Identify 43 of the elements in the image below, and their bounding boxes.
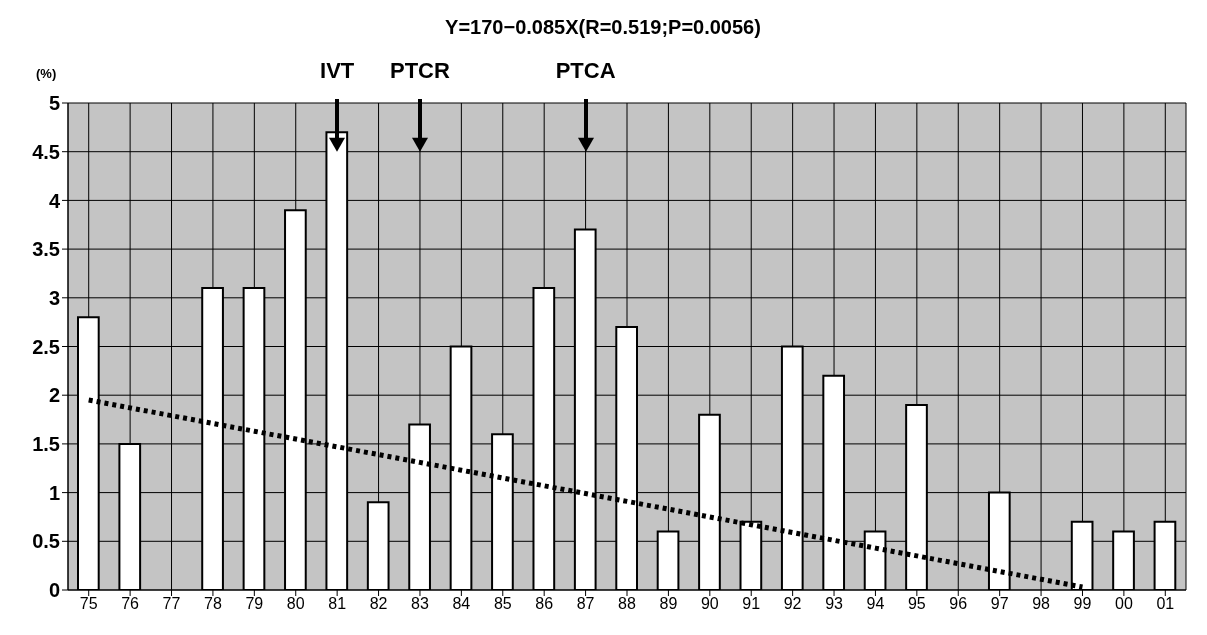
x-tick-label: 96 (949, 595, 968, 613)
x-tick-label: 79 (245, 595, 264, 613)
chart-title: Y=170−0.085X(R=0.519;P=0.0056) (444, 16, 762, 39)
x-tick-label: 95 (907, 595, 926, 613)
x-tick-label: 94 (866, 595, 885, 613)
y-tick-label: 5 (48, 92, 60, 115)
x-tick-label: 88 (618, 595, 636, 613)
x-tick-label: 00 (1114, 595, 1133, 613)
x-tick-label: 92 (783, 595, 802, 613)
x-tick-label: 90 (700, 595, 719, 613)
x-tick-label: 91 (742, 595, 761, 613)
annotation: PTCA (554, 58, 617, 84)
x-tick-label: 78 (204, 595, 222, 613)
x-tick-label: 99 (1073, 595, 1092, 613)
y-tick-label: 3.5 (32, 238, 60, 261)
y-tick-label: 1.5 (32, 433, 60, 455)
x-tick-label: 81 (328, 595, 347, 613)
y-tick-label: 2.5 (32, 335, 60, 358)
x-tick-label: 84 (452, 595, 471, 613)
x-tick-label: 83 (411, 595, 429, 613)
x-tick-label: 82 (369, 595, 388, 613)
x-tick-label: 75 (79, 595, 98, 613)
x-tick-label: 98 (1032, 595, 1051, 613)
y-tick-label: 4 (48, 189, 61, 212)
x-tick-label: 89 (659, 595, 678, 613)
annotation: IVT (320, 58, 355, 83)
y-tick-label: 1 (48, 481, 60, 504)
x-tick-label: 97 (990, 595, 1009, 613)
y-tick-label: 2 (48, 384, 60, 407)
x-tick-label: 77 (162, 595, 181, 613)
y-tick-label: 4.5 (32, 140, 60, 163)
x-tick-label: 01 (1156, 595, 1175, 613)
x-tick-label: 93 (825, 595, 844, 613)
annotation: PTCR (389, 58, 451, 84)
x-tick-label: 85 (493, 595, 512, 613)
x-tick-label: 80 (286, 595, 305, 613)
y-axis-title: (%) (36, 66, 57, 81)
x-tick-label: 76 (121, 595, 140, 613)
y-tick-label: 0 (48, 579, 60, 602)
x-tick-label: 87 (576, 595, 595, 613)
x-tick-label: 86 (535, 595, 554, 613)
y-tick-label: 0.5 (32, 530, 60, 553)
y-tick-label: 3 (48, 286, 60, 309)
